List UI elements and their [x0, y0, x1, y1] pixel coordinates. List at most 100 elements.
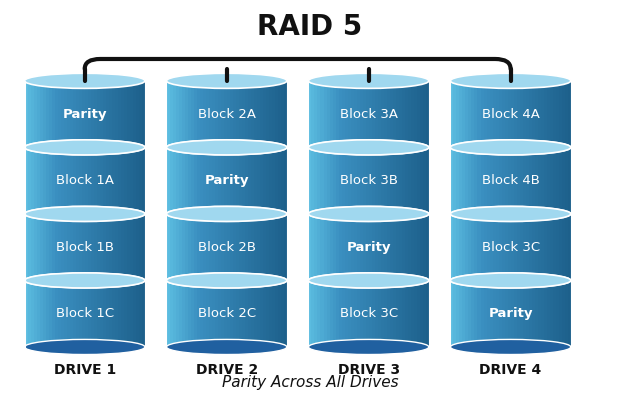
Polygon shape [33, 147, 37, 214]
Polygon shape [309, 280, 311, 347]
Polygon shape [520, 280, 523, 347]
Polygon shape [534, 81, 538, 147]
Polygon shape [411, 81, 414, 147]
Polygon shape [43, 81, 46, 147]
Polygon shape [417, 214, 420, 280]
Ellipse shape [25, 140, 145, 155]
Polygon shape [232, 147, 236, 214]
Polygon shape [526, 147, 529, 214]
Polygon shape [91, 81, 94, 147]
Ellipse shape [450, 73, 571, 88]
Polygon shape [257, 147, 260, 214]
Polygon shape [263, 280, 266, 347]
Polygon shape [248, 147, 250, 214]
Polygon shape [48, 81, 51, 147]
Polygon shape [534, 280, 538, 347]
Polygon shape [221, 147, 224, 214]
Polygon shape [363, 214, 366, 280]
Polygon shape [392, 214, 396, 280]
Polygon shape [374, 147, 378, 214]
Ellipse shape [309, 206, 429, 222]
Polygon shape [169, 147, 172, 214]
Polygon shape [534, 147, 538, 214]
Polygon shape [275, 147, 278, 214]
Polygon shape [79, 214, 82, 280]
Text: Block 4B: Block 4B [482, 174, 539, 187]
Polygon shape [167, 280, 169, 347]
Polygon shape [426, 214, 429, 280]
Polygon shape [516, 214, 520, 280]
Polygon shape [329, 147, 332, 214]
Polygon shape [200, 81, 203, 147]
Text: Block 4A: Block 4A [482, 108, 539, 121]
Polygon shape [40, 280, 43, 347]
Polygon shape [414, 81, 417, 147]
Polygon shape [175, 280, 179, 347]
Polygon shape [103, 147, 106, 214]
Polygon shape [498, 147, 502, 214]
Ellipse shape [309, 140, 429, 155]
Polygon shape [495, 147, 498, 214]
Polygon shape [492, 280, 495, 347]
Polygon shape [544, 280, 547, 347]
Polygon shape [64, 214, 67, 280]
Polygon shape [484, 214, 487, 280]
Polygon shape [396, 81, 399, 147]
Polygon shape [311, 214, 314, 280]
Polygon shape [565, 81, 568, 147]
Polygon shape [329, 214, 332, 280]
Text: Block 3C: Block 3C [340, 307, 397, 320]
Polygon shape [314, 280, 317, 347]
Polygon shape [327, 81, 329, 147]
Polygon shape [200, 280, 203, 347]
Polygon shape [142, 280, 145, 347]
Polygon shape [27, 280, 30, 347]
Polygon shape [250, 214, 254, 280]
Text: Block 2C: Block 2C [198, 307, 255, 320]
Polygon shape [87, 280, 91, 347]
Polygon shape [360, 214, 363, 280]
Polygon shape [450, 81, 453, 147]
Polygon shape [565, 214, 568, 280]
Polygon shape [55, 81, 58, 147]
Polygon shape [469, 280, 471, 347]
Polygon shape [179, 147, 182, 214]
Polygon shape [211, 280, 215, 347]
Polygon shape [275, 81, 278, 147]
Polygon shape [190, 147, 193, 214]
Polygon shape [278, 147, 281, 214]
Polygon shape [345, 81, 348, 147]
Polygon shape [453, 214, 456, 280]
Polygon shape [275, 214, 278, 280]
Polygon shape [193, 280, 197, 347]
Polygon shape [471, 280, 474, 347]
Polygon shape [498, 280, 502, 347]
Polygon shape [350, 147, 353, 214]
Text: Block 2A: Block 2A [198, 108, 255, 121]
Polygon shape [272, 81, 275, 147]
Polygon shape [399, 214, 402, 280]
Polygon shape [356, 81, 360, 147]
Polygon shape [30, 81, 33, 147]
Polygon shape [25, 147, 27, 214]
Ellipse shape [450, 273, 571, 288]
Text: Parity: Parity [63, 108, 107, 121]
Polygon shape [327, 147, 329, 214]
Polygon shape [484, 81, 487, 147]
Polygon shape [408, 81, 411, 147]
Polygon shape [27, 147, 30, 214]
Polygon shape [453, 147, 456, 214]
Polygon shape [568, 81, 571, 147]
Polygon shape [541, 280, 544, 347]
Polygon shape [390, 81, 392, 147]
Polygon shape [369, 214, 371, 280]
Polygon shape [562, 280, 565, 347]
Polygon shape [115, 81, 118, 147]
Polygon shape [559, 147, 562, 214]
Polygon shape [221, 214, 224, 280]
Polygon shape [100, 280, 103, 347]
Polygon shape [179, 280, 182, 347]
Polygon shape [215, 280, 218, 347]
Polygon shape [250, 81, 254, 147]
Polygon shape [487, 147, 490, 214]
